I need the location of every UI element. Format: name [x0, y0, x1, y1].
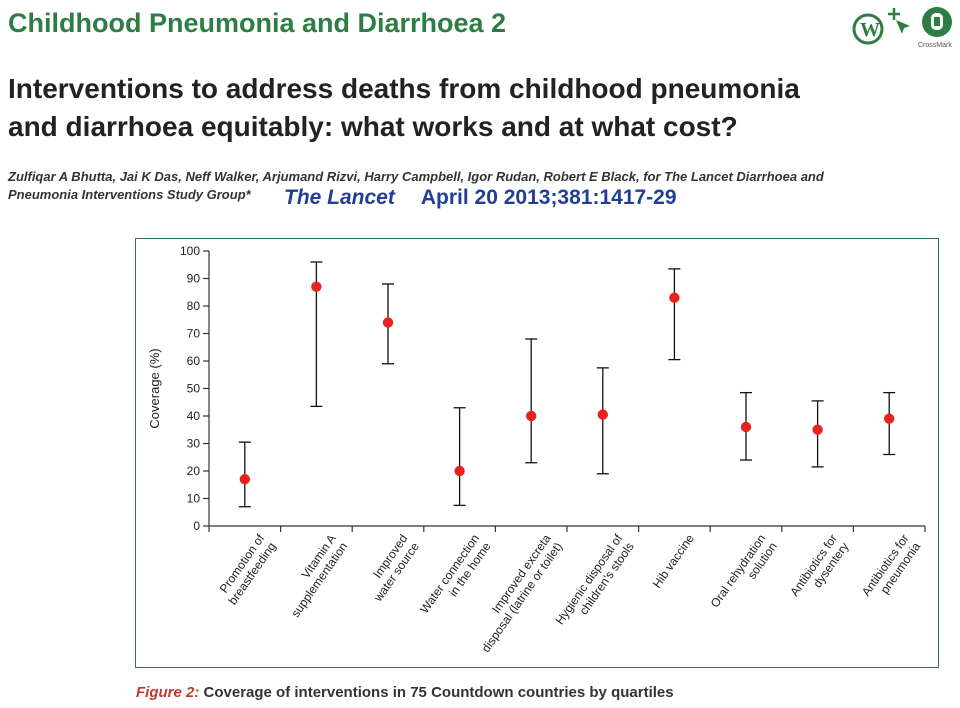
x-tick-label: Hib vaccine: [650, 531, 697, 590]
series-title: Childhood Pneumonia and Diarrhoea 2: [8, 8, 507, 38]
x-tick-label: Water connectionin the home: [417, 531, 493, 623]
median-point: [454, 465, 465, 477]
article-title: Interventions to address deaths from chi…: [8, 73, 800, 142]
median-point: [740, 421, 752, 433]
crossmark-icon: [922, 7, 952, 37]
svg-text:W: W: [860, 19, 880, 41]
median-point: [669, 292, 680, 303]
y-tick-label: 90: [187, 272, 201, 286]
citation-ref: April 20 2013;381:1417-29: [420, 186, 677, 209]
y-tick-label: 80: [187, 299, 201, 313]
y-tick-label: 60: [187, 354, 201, 368]
x-tick-label: Promotion ofbreastfeeding: [214, 531, 279, 607]
figure-caption: Figure 2: Coverage of interventions in 7…: [136, 684, 674, 701]
x-tick-label: Improvedwater source: [359, 531, 422, 604]
y-tick-label: 0: [193, 519, 200, 533]
w-arrow-icon: W: [852, 13, 884, 45]
citation-journal: The Lancet: [284, 186, 395, 209]
x-tick-label: Oral rehydrationsolution: [708, 532, 780, 619]
crossmark-label: CrossMark: [918, 42, 952, 49]
publisher-logo: W: [852, 7, 952, 45]
caption-text: Coverage of interventions in 75 Countdow…: [203, 684, 674, 701]
chart-frame: [135, 238, 939, 668]
median-point: [597, 409, 608, 420]
median-point: [812, 424, 823, 435]
x-tick-label: Antibiotics fordysentery: [787, 532, 851, 607]
median-point: [382, 317, 394, 328]
median-point: [239, 474, 250, 485]
y-axis-label: Coverage (%): [147, 348, 162, 428]
x-tick-label-line: disposal (latrine or toilet): [479, 540, 565, 655]
figure-label: Figure 2:: [136, 684, 200, 701]
y-tick-label: 10: [187, 492, 201, 506]
median-point: [884, 413, 895, 424]
y-tick-label: 30: [187, 437, 201, 451]
median-point: [526, 410, 537, 422]
x-tick-label: Antibiotics forpneumonia: [859, 531, 923, 606]
citation: The Lancet April 20 2013;381:1417-29: [284, 186, 677, 210]
x-tick-label: Vitamin Asupplementation: [277, 532, 350, 620]
y-tick-label: 40: [187, 409, 201, 423]
y-tick-label: 70: [187, 327, 201, 341]
plus-cursor-icon: [888, 8, 910, 34]
coverage-chart: 0 10 20 30 40 50 60 70 80 90 100 Coverage (%) Promot…: [147, 244, 926, 655]
median-point: [311, 281, 322, 292]
x-tick-label: Hygienic disposal ofchildren's stools: [553, 531, 638, 635]
y-tick-label: 50: [187, 382, 201, 396]
x-tick-label-line: Hib vaccine: [650, 531, 697, 590]
author-list: Zulfiqar A Bhutta, Jai K Das, Neff Walke…: [8, 169, 824, 202]
y-tick-label: 20: [187, 464, 201, 478]
y-tick-label: 100: [180, 244, 200, 258]
